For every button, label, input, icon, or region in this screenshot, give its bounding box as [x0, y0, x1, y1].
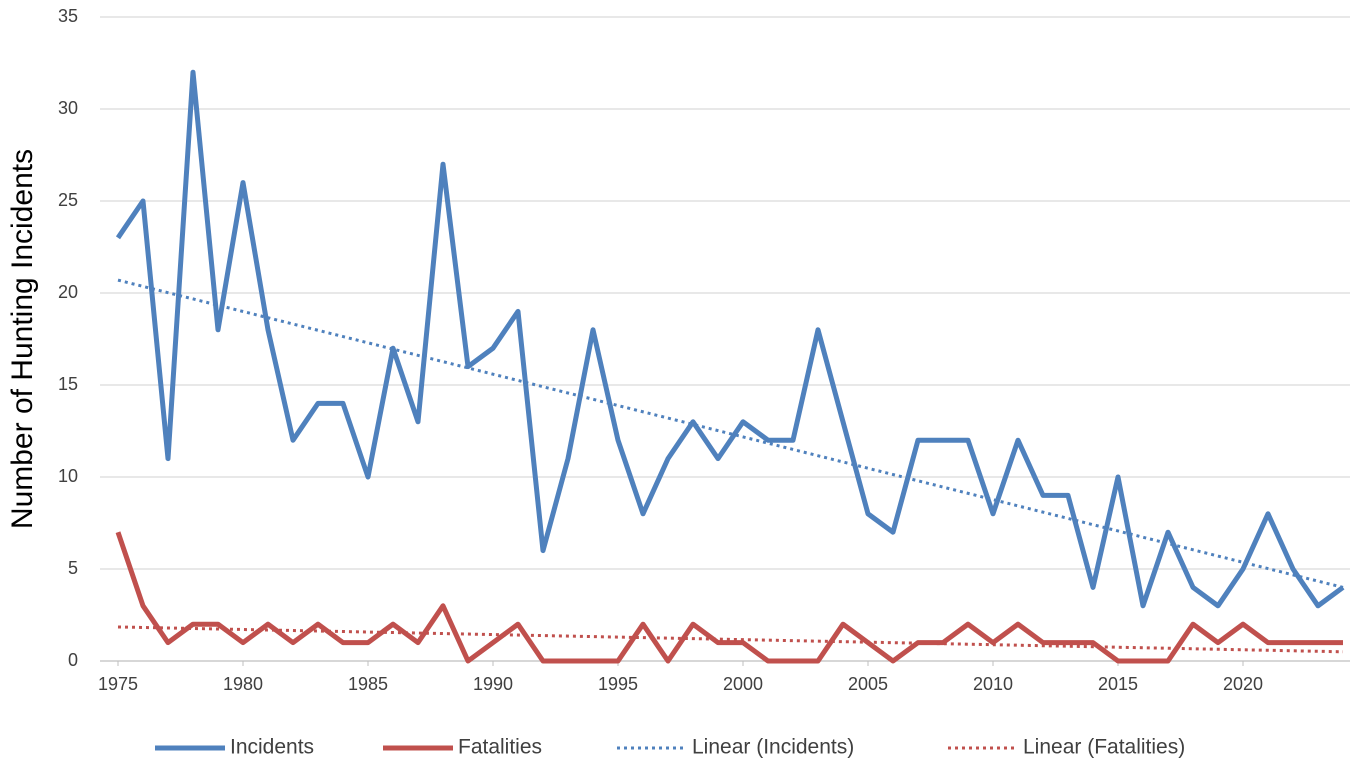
x-tick-label: 2020: [1223, 674, 1263, 694]
x-tick-label: 1990: [473, 674, 513, 694]
trend-line: [117, 278, 1344, 589]
trend-line: [117, 625, 1344, 654]
y-axis-label: Number of Hunting Incidents: [6, 149, 39, 529]
x-tick-label: 1975: [98, 674, 138, 694]
x-tick-label: 2000: [723, 674, 763, 694]
x-tick-label: 2015: [1098, 674, 1138, 694]
y-tick-label: 10: [58, 466, 78, 486]
series-line: [115, 531, 1343, 664]
y-tick-label: 5: [68, 558, 78, 578]
x-tick-label: 2010: [973, 674, 1013, 694]
x-tick-label: 1995: [598, 674, 638, 694]
x-tick-label: 1980: [223, 674, 263, 694]
y-tick-label: 25: [58, 190, 78, 210]
y-tick-label: 15: [58, 374, 78, 394]
y-tick-label: 0: [68, 650, 78, 670]
y-tick-label: 30: [58, 98, 78, 118]
legend-label: Linear (Incidents): [692, 736, 854, 759]
series-line: [115, 69, 1345, 609]
y-tick-label: 20: [58, 282, 78, 302]
x-tick-label: 2005: [848, 674, 888, 694]
legend-label: Linear (Fatalities): [1023, 736, 1185, 759]
y-tick-label: 35: [58, 6, 78, 26]
legend-label: Incidents: [230, 736, 314, 759]
legend-label: Fatalities: [458, 736, 542, 759]
x-tick-label: 1985: [348, 674, 388, 694]
